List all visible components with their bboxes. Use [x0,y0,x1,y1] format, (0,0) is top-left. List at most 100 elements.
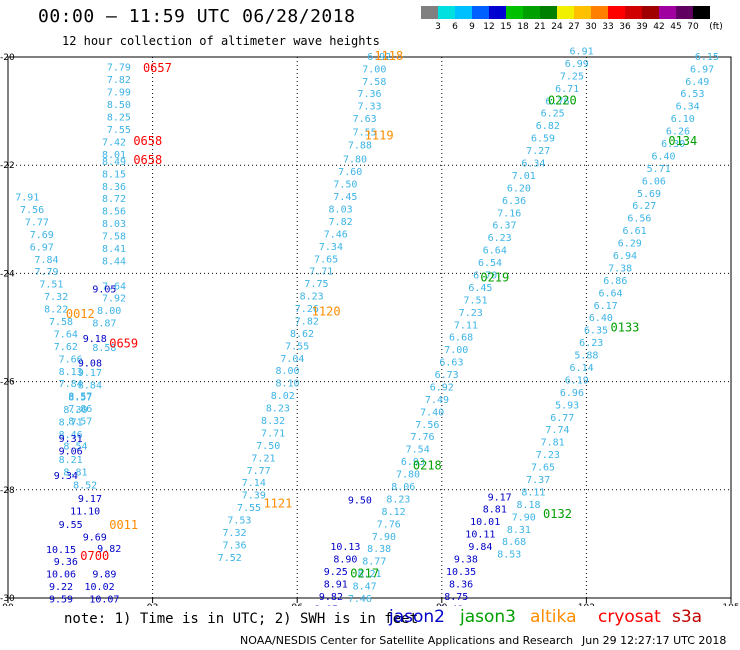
wave-height-label: 8.36 [102,182,126,193]
wave-height-label: 7.46 [324,229,348,240]
wave-height-label: 7.55 [285,341,309,352]
wave-height-label: 10.15 [46,545,76,556]
wave-height-label: 8.12 [382,507,406,518]
wave-height-label: 9.89 [92,570,116,581]
wave-height-label: 9.82 [97,544,121,555]
wave-height-label: 8.47 [353,582,377,593]
altimeter-map: 90939699102105-20-22-24-26-28-307.797.82… [0,47,740,606]
wave-height-label: 5.93 [555,400,579,411]
colorbar-tick-label: 39 [636,22,648,32]
wave-height-label: 6.68 [449,333,473,344]
wave-height-label: 7.64 [54,329,78,340]
colorbar-tick-label: 3 [435,22,441,32]
wave-height-label: 6.56 [627,214,651,225]
colorbar-tick-label: 24 [551,22,563,32]
wave-height-label: 6.94 [613,251,637,262]
colorbar-tick-label: 30 [585,22,597,32]
wave-height-label: 8.72 [102,194,126,205]
colorbar-swatch [557,6,574,19]
lon-tick-label: 105 [722,603,739,606]
wave-height-label: 7.50 [333,180,357,191]
wave-height-label: 8.15 [102,169,126,180]
wave-height-label: 6.49 [685,77,709,88]
wave-height-label: 7.64 [102,281,126,292]
colorbar-tick-label: 12 [483,22,495,32]
wave-height-label: 10.07 [89,595,119,606]
wave-height-label: 6.97 [690,64,714,75]
wave-height-label: 8.81 [63,467,87,478]
pass-time-label: 0657 [143,61,172,75]
lat-tick-label: -30 [0,594,15,604]
wave-height-label: 7.04 [280,354,304,365]
wave-height-label: 10.35 [446,567,476,578]
wave-height-label: 6.73 [435,370,459,381]
pass-time-label: 0658 [133,153,162,167]
wave-height-label: 7.32 [44,292,68,303]
wave-height-label: 6.17 [594,301,618,312]
wave-height-label: 8.84 [78,380,102,391]
wave-height-label: 8.54 [63,441,87,452]
pass-time-label: 0012 [66,307,95,321]
colorbar-tick-label: 45 [670,22,682,32]
wave-height-label: 8.10 [276,379,300,390]
wave-height-label: 7.77 [247,466,271,477]
lon-tick-label: 102 [578,603,595,606]
colorbar-swatch [676,6,693,19]
wave-height-label: 7.52 [218,553,242,564]
wave-height-label: 8.91 [324,579,348,590]
wave-height-label: 6.29 [618,239,642,250]
wave-height-label: 6.92 [367,52,391,63]
wave-height-label: 6.30 [661,139,685,150]
wave-height-label: 9.17 [488,492,512,503]
wave-height-label: 8.53 [497,550,521,561]
wave-height-label: 7.60 [338,167,362,178]
wave-height-label: 9.59 [49,595,73,606]
wave-height-label: 7.63 [353,114,377,125]
wave-height-label: 6.40 [651,151,675,162]
wave-height-label: 8.49 [102,157,126,168]
wave-height-label: 6.23 [488,233,512,244]
wave-height-label: 7.23 [536,450,560,461]
wave-height-label: 7.99 [107,88,131,99]
wave-height-label: 7.92 [102,294,126,305]
colorbar-tick-label: 21 [534,22,546,32]
wave-height-label: 7.32 [222,528,246,539]
wave-height-label: 6.40 [589,313,613,324]
pass-time-label: 0131 [476,605,505,606]
wave-height-label: 8.22 [44,305,68,316]
wave-height-label: 7.82 [107,75,131,86]
wave-height-label: 8.77 [362,557,386,568]
wave-height-label: 9.82 [319,592,343,603]
wave-height-label: 7.42 [102,137,126,148]
colorbar-tick-label: 6 [452,22,458,32]
wave-height-label: 6.96 [560,388,584,399]
wave-height-label: 8.00 [97,306,121,317]
wave-height-label: 9.17 [78,494,102,505]
wave-height-label: 7.58 [362,77,386,88]
wave-height-label: 6.34 [676,102,700,113]
lat-tick-label: -20 [0,53,15,63]
wave-height-label: 6.92 [430,382,454,393]
wave-height-label: 7.51 [39,280,63,291]
wave-height-label: 8.32 [261,416,285,427]
pass-time-label: 1118 [374,49,403,63]
wave-height-label: 8.90 [333,555,357,566]
wave-height-label: 7.75 [304,279,328,290]
colorbar-swatch [693,6,710,19]
wave-height-label: 8.11 [521,487,545,498]
wave-height-label: 7.49 [425,395,449,406]
wave-height-label: 7.33 [357,102,381,113]
colorbar-swatch [489,6,506,19]
wave-height-label: 5.69 [637,189,661,200]
wave-height-label: 10.01 [470,517,500,528]
wave-height-label: 8.23 [266,404,290,415]
wave-height-label: 7.80 [396,470,420,481]
wave-height-label: 7.34 [319,242,343,253]
wave-height-label: 7.76 [377,519,401,530]
wave-height-label: 7.88 [348,141,372,152]
wave-height-label: 11.10 [70,506,100,517]
colorbar-swatch [608,6,625,19]
footer-note: note: 1) Time is in UTC; 2) SWH is in fe… [64,611,419,627]
legend-jason2: jason2 [389,607,445,627]
wave-height-label: 8.23 [300,292,324,303]
